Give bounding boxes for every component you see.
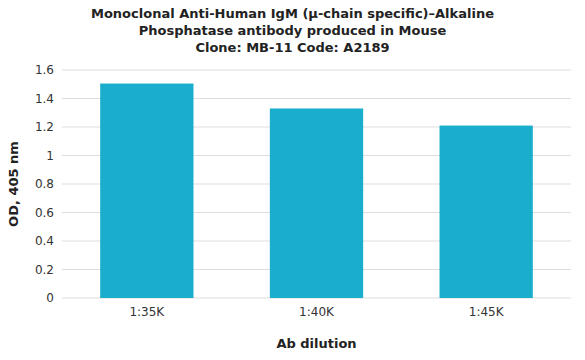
bar <box>270 108 363 298</box>
y-tick-label: 1.6 <box>35 63 54 77</box>
chart: 0 0.2 0.4 0.6 0.8 1 1.2 1.4 1.6 1:35K 1:40K 1:45K Ab… <box>0 0 585 360</box>
x-axis-label: Ab dilution <box>276 336 356 351</box>
y-tick-label: 1.4 <box>35 92 54 106</box>
title-line: Monoclonal Anti-Human IgM (μ-chain speci… <box>91 6 494 21</box>
bar <box>100 84 193 298</box>
y-tick-label: 0.2 <box>35 263 54 277</box>
x-tick-label: 1:45K <box>469 305 505 319</box>
bars <box>100 84 533 298</box>
grid-line <box>62 70 571 71</box>
title: Monoclonal Anti-Human IgM (μ-chain speci… <box>91 6 494 55</box>
title-line: Phosphatase antibody produced in Mouse <box>139 23 447 38</box>
grid <box>62 70 571 298</box>
y-axis-label: OD, 405 nm <box>6 141 21 227</box>
bar <box>440 126 533 298</box>
title-line: Clone: MB-11 Code: A2189 <box>195 40 389 55</box>
y-tick-label: 0.6 <box>35 206 54 220</box>
x-tick-label: 1:40K <box>299 305 335 319</box>
y-tick-label: 0 <box>46 291 54 305</box>
x-tick-label: 1:35K <box>129 305 165 319</box>
y-tick-label: 1 <box>46 149 54 163</box>
y-tick-label: 0.8 <box>35 177 54 191</box>
y-tick-label: 1.2 <box>35 120 54 134</box>
y-tick-label: 0.4 <box>35 234 54 248</box>
